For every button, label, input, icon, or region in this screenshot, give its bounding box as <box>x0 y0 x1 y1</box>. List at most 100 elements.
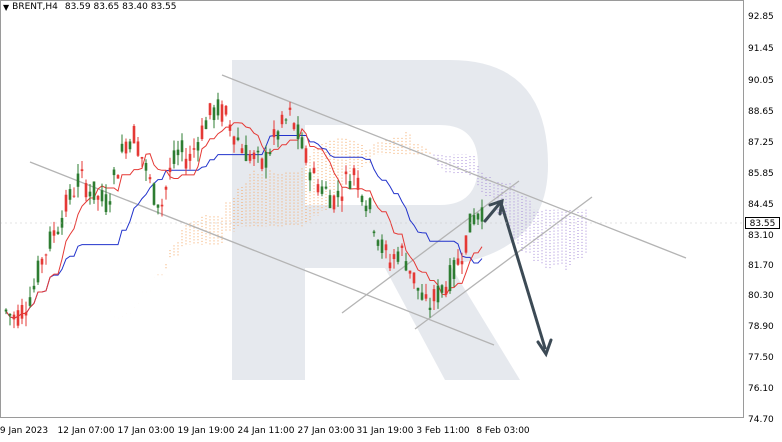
candle-body <box>172 150 176 164</box>
candle-body <box>200 125 204 139</box>
candle-body <box>20 304 24 319</box>
candle-body <box>332 195 336 210</box>
price-label: 80.30 <box>748 291 774 301</box>
candle-body <box>260 158 264 169</box>
candle-body <box>232 136 236 145</box>
candle-body <box>300 137 304 149</box>
candle-body <box>440 285 444 293</box>
candle-body <box>84 183 88 198</box>
candle-body <box>156 204 160 208</box>
candle-body <box>12 314 16 320</box>
candlestick-series <box>4 92 484 329</box>
candle-body <box>28 297 32 306</box>
time-label: 19 Jan 19:00 <box>177 426 235 436</box>
candle-body <box>68 189 72 200</box>
candle-body <box>248 153 252 161</box>
candle-body <box>116 175 120 179</box>
candle-body <box>132 125 136 144</box>
candle-body <box>336 190 340 198</box>
candle-body <box>284 119 288 121</box>
candle-body <box>168 167 172 173</box>
candle-body <box>256 150 260 153</box>
candle-body <box>388 262 392 269</box>
candle-body <box>164 186 168 190</box>
candle-body <box>428 307 432 311</box>
candle-body <box>140 156 144 159</box>
symbol-label: BRENT,H4 <box>12 2 58 12</box>
candle-body <box>32 285 36 290</box>
ascending-channel-lower <box>414 196 593 330</box>
dropdown-triangle-icon[interactable]: ▼ <box>3 2 10 12</box>
candle-body <box>304 148 308 163</box>
candle-body <box>52 230 56 236</box>
candle-body <box>408 270 412 274</box>
candle-body <box>76 173 80 187</box>
candle-body <box>308 172 312 181</box>
descending-channel-lower <box>29 161 495 346</box>
price-label: 90.05 <box>748 76 774 86</box>
candle-body <box>392 254 396 260</box>
candle-body <box>444 286 448 295</box>
price-label: 76.10 <box>748 384 774 394</box>
candle-body <box>364 205 368 212</box>
candle-body <box>152 183 156 205</box>
candle-body <box>360 195 364 203</box>
plot-frame <box>0 0 744 418</box>
candle-body <box>292 123 296 130</box>
time-label: 24 Jan 11:00 <box>237 426 295 436</box>
candle-body <box>324 186 328 189</box>
candle-body <box>216 99 220 116</box>
candle-body <box>280 114 284 125</box>
candle-body <box>204 120 208 130</box>
candle-body <box>432 289 436 302</box>
candle-body <box>320 186 324 194</box>
candle-body <box>72 195 76 197</box>
candle-body <box>476 213 480 220</box>
price-label: 83.10 <box>748 231 774 241</box>
candle-body <box>124 141 128 154</box>
current-price-tag: 83.55 <box>745 217 780 229</box>
candle-body <box>372 231 376 234</box>
candle-body <box>344 171 348 175</box>
candle-body <box>236 137 240 141</box>
time-label: 8 Feb 03:00 <box>476 426 530 436</box>
candle-body <box>212 107 216 121</box>
candle-body <box>104 194 108 213</box>
candle-body <box>240 148 244 154</box>
candle-body <box>80 169 84 172</box>
candle-body <box>136 141 140 156</box>
price-label: 77.50 <box>748 353 774 363</box>
candle-body <box>100 190 104 202</box>
candle-body <box>96 195 100 200</box>
candle-body <box>224 105 228 115</box>
candle-body <box>480 207 484 222</box>
candle-body <box>144 162 148 171</box>
price-label: 84.45 <box>748 200 774 210</box>
candle-body <box>44 254 48 256</box>
candle-body <box>264 151 268 168</box>
price-plot[interactable] <box>0 0 744 418</box>
descending-channel-upper <box>221 74 687 259</box>
candle-body <box>404 261 408 271</box>
candle-body <box>312 167 316 174</box>
price-label: 92.85 <box>748 12 774 22</box>
candle-body <box>348 181 352 189</box>
price-label: 81.70 <box>748 261 774 271</box>
ascending-channel-upper <box>341 180 520 314</box>
price-label: 91.45 <box>748 44 774 54</box>
candle-body <box>192 148 196 150</box>
price-label: 87.25 <box>748 138 774 148</box>
candle-body <box>316 184 320 193</box>
tenkan-sen-line <box>5 122 483 319</box>
candle-body <box>472 215 476 225</box>
candle-body <box>176 149 180 156</box>
candle-body <box>184 158 188 169</box>
candle-body <box>160 204 164 207</box>
candle-body <box>148 177 152 180</box>
candle-body <box>368 198 372 210</box>
candle-body <box>436 285 440 303</box>
time-label: 31 Jan 19:00 <box>356 426 414 436</box>
candle-body <box>112 169 116 176</box>
candle-body <box>296 124 300 140</box>
